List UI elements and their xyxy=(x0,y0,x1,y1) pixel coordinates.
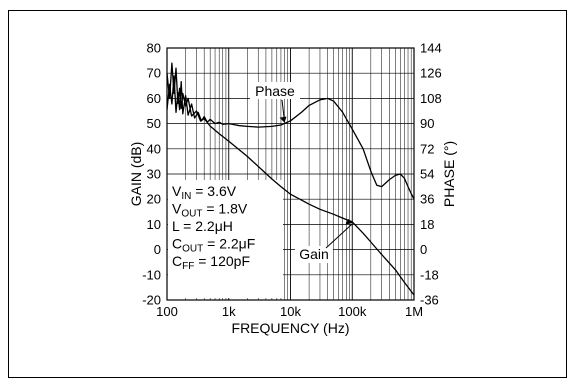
phase-annotation-label: Phase xyxy=(255,83,295,99)
test-condition-line: CFF = 120pF xyxy=(172,253,250,272)
phase-label-bg xyxy=(250,82,300,99)
x-tick-label: 10k xyxy=(280,304,301,319)
x-tick-label: 100 xyxy=(156,304,178,319)
y-left-tick-label: 10 xyxy=(147,217,161,232)
y-right-tick-label: 126 xyxy=(420,66,442,81)
y-right-axis-label: PHASE (°) xyxy=(441,141,457,207)
y-right-tick-label: 18 xyxy=(420,217,434,232)
y-left-tick-label: 60 xyxy=(147,91,161,106)
gain-annotation-arrow xyxy=(325,223,353,249)
y-left-tick-label: 30 xyxy=(147,167,161,182)
x-tick-label: 1M xyxy=(405,304,423,319)
test-condition-line: COUT = 2.2μF xyxy=(172,236,255,255)
y-left-tick-label: 80 xyxy=(147,41,161,56)
y-left-tick-label: 0 xyxy=(154,242,161,257)
y-left-tick-label: -10 xyxy=(142,267,161,282)
y-left-tick-label: 70 xyxy=(147,66,161,81)
y-right-tick-label: 108 xyxy=(420,91,442,106)
y-right-tick-label: 90 xyxy=(420,116,434,131)
gain-arrowhead xyxy=(345,218,353,225)
phase-arrowhead xyxy=(279,116,287,123)
y-right-tick-label: 144 xyxy=(420,41,442,56)
x-tick-label: 1k xyxy=(222,304,236,319)
y-right-tick-label: -36 xyxy=(420,293,439,308)
y-right-tick-label: -18 xyxy=(420,267,439,282)
y-left-tick-label: 50 xyxy=(147,116,161,131)
conditions-box xyxy=(168,180,283,298)
y-left-axis-label: GAIN (dB) xyxy=(128,142,144,207)
series-line-gain xyxy=(166,62,415,296)
x-axis-label: FREQUENCY (Hz) xyxy=(232,320,350,336)
test-condition-line: VIN = 3.6V xyxy=(172,183,237,202)
plot-border xyxy=(166,47,415,301)
y-right-tick-label: 36 xyxy=(420,192,434,207)
test-condition-line: VOUT = 1.8V xyxy=(172,201,248,220)
gain-annotation-label: Gain xyxy=(299,246,329,262)
gain-label-bg xyxy=(295,246,333,263)
y-right-tick-label: 54 xyxy=(420,167,434,182)
x-tick-label: 100k xyxy=(338,304,367,319)
y-right-tick-label: 0 xyxy=(420,242,427,257)
test-condition-line: L = 2.2μH xyxy=(172,218,233,234)
y-left-tick-label: 40 xyxy=(147,141,161,156)
y-right-tick-label: 72 xyxy=(420,141,434,156)
y-left-tick-label: 20 xyxy=(147,192,161,207)
y-left-tick-label: -20 xyxy=(142,293,161,308)
